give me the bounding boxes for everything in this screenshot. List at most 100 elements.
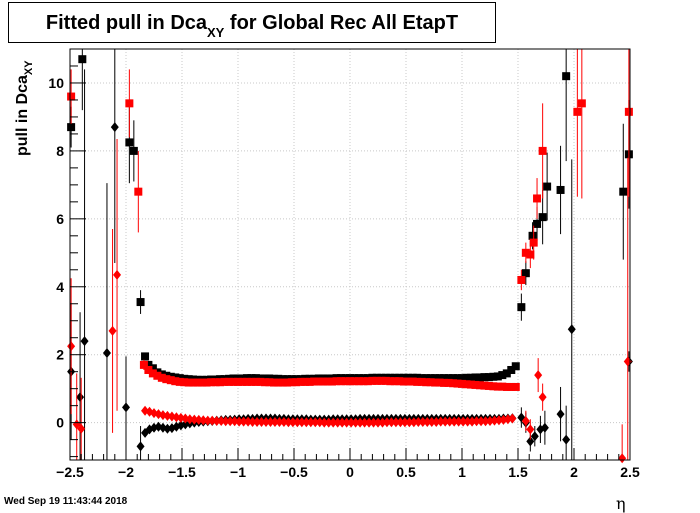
data-point-diamond (203, 415, 212, 426)
data-point-diamond (567, 324, 576, 335)
data-point-square (404, 377, 413, 386)
data-point-square (346, 377, 354, 386)
data-point-square (67, 123, 76, 132)
data-point-diamond (534, 370, 543, 381)
data-point-diamond (248, 416, 257, 427)
x-tick-label: −0.5 (280, 464, 308, 480)
data-point-diamond (508, 413, 517, 424)
data-point-square (328, 377, 337, 386)
data-point-square (517, 303, 526, 312)
data-point-diamond (293, 417, 302, 428)
data-point-diamond (76, 392, 85, 403)
data-point-square (136, 298, 145, 307)
data-point-square (332, 377, 341, 386)
data-point-square (502, 382, 511, 391)
data-point-diamond (108, 325, 117, 336)
y-tick-label: 10 (48, 75, 64, 91)
data-point-square (189, 378, 198, 387)
data-point-square (399, 377, 408, 386)
data-point-diamond (486, 415, 494, 426)
data-point-square (529, 238, 538, 247)
data-point-diamond (387, 417, 396, 428)
data-point-square (180, 378, 189, 387)
data-point-diamond (208, 415, 217, 426)
data-point-square (413, 373, 422, 382)
data-point-square (247, 377, 256, 386)
data-point-square (484, 381, 493, 390)
data-point-square (619, 187, 628, 196)
data-point-square (269, 378, 278, 387)
data-point-square (422, 374, 431, 383)
data-point-square (517, 275, 526, 284)
data-point-square (296, 377, 305, 386)
data-point-diamond (391, 417, 400, 428)
title-subscript: XY (207, 25, 225, 40)
data-point-square (125, 99, 134, 108)
data-point-square (507, 382, 516, 391)
data-point-square (422, 378, 431, 387)
data-point-square (417, 377, 426, 386)
data-point-diamond (72, 419, 81, 430)
data-point-square (175, 377, 184, 386)
data-point-diamond (257, 416, 266, 427)
data-point-diamond (77, 423, 86, 434)
data-point-square (435, 374, 444, 383)
footer-timestamp: Wed Sep 19 11:43:44 2018 (4, 496, 128, 507)
data-point-diamond (459, 416, 468, 427)
x-tick-label: 0 (346, 464, 354, 480)
data-point-square (466, 380, 475, 389)
data-point-square (533, 194, 542, 203)
data-point-diamond (540, 422, 549, 433)
data-point-square (314, 377, 323, 386)
data-point-square (274, 378, 283, 387)
data-point-square (458, 374, 466, 383)
data-point-square (444, 374, 453, 383)
data-point-square (363, 377, 372, 386)
data-point-square (390, 377, 399, 386)
data-point-square (507, 365, 516, 374)
data-point-diamond (427, 416, 436, 427)
x-tick-label: 1.5 (508, 464, 528, 480)
plot-frame (69, 48, 631, 461)
y-axis-label: pull in DcaXY (14, 60, 35, 156)
data-point-square (141, 352, 150, 361)
data-point-diamond (333, 417, 342, 428)
data-point-diamond (253, 416, 262, 427)
data-point-diamond (221, 416, 230, 427)
x-tick-label: 0.5 (396, 464, 416, 480)
data-point-square (129, 146, 138, 155)
data-point-square (372, 376, 381, 385)
data-point-square (462, 373, 471, 382)
data-point-diamond (618, 453, 627, 464)
data-point-square (148, 369, 157, 378)
data-point-square (202, 378, 211, 387)
data-point-square (533, 219, 542, 228)
data-point-square (292, 378, 301, 387)
data-point-square (480, 373, 489, 382)
data-point-square (67, 92, 76, 101)
data-point-diamond (396, 417, 405, 428)
y-tick-label: 6 (56, 211, 64, 227)
data-point-diamond (463, 416, 472, 427)
data-point-square (493, 382, 502, 391)
data-point-square (251, 377, 260, 386)
data-point-square (319, 377, 328, 386)
data-point-diamond (185, 414, 194, 425)
data-point-square (229, 377, 238, 386)
data-point-diamond (110, 122, 119, 133)
data-point-square (449, 379, 458, 388)
data-point-square (426, 378, 435, 387)
x-tick-label: −2 (118, 464, 134, 480)
x-axis-label: η (616, 494, 626, 513)
data-point-diamond (360, 417, 369, 428)
data-point-square (538, 146, 547, 155)
data-point-square (301, 377, 310, 386)
data-point-diamond (356, 417, 365, 428)
data-point-diamond (338, 417, 347, 428)
data-point-square (521, 248, 530, 257)
data-point-square (144, 365, 153, 374)
data-point-square (310, 377, 319, 386)
data-point-square (305, 377, 314, 386)
data-point-diamond (122, 402, 130, 413)
